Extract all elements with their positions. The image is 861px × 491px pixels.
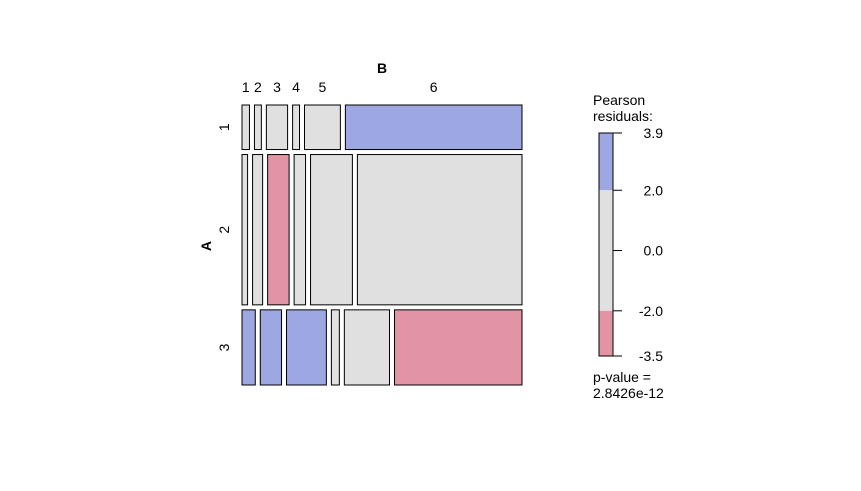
row-tick-labels: 1 2 3 [216,123,232,351]
p-value-number: 2.8426e-12 [593,385,664,401]
legend-band-neutral [599,190,613,311]
mosaic-cell-a3-b5 [343,309,390,386]
column-tick-label-4: 4 [292,79,300,95]
row-tick-label-2: 2 [216,226,232,234]
legend-band-negative [599,310,613,356]
mosaic-cell-a1-b3 [265,104,289,151]
mosaic-cell-a1-b2 [253,104,262,151]
mosaic-cell-a2-b2 [252,154,264,306]
mosaic-cell-a2-b4 [293,154,307,306]
mosaic-cell-a3-b2 [259,309,283,386]
legend-title-line2: residuals: [593,108,653,124]
legend-title-line1: Pearson [593,92,645,108]
mosaic-cell-a2-b5 [310,154,353,306]
p-value-label: p-value = [593,369,651,385]
mosaic-cell-a1-b4 [292,104,301,151]
mosaic-cell-a1-b5 [304,104,341,151]
legend-bar-outline [598,132,614,357]
legend-tick-label: 0.0 [644,243,664,259]
legend-tick-labels: 3.9 2.0 0.0 -2.0 -3.5 [613,125,663,364]
column-tick-label-6: 6 [430,79,438,95]
column-tick-label-1: 1 [242,79,250,95]
row-tick-label-3: 3 [216,343,232,351]
mosaic-cell-a1-b1 [241,104,250,151]
mosaic-cell-a3-b1 [241,309,256,386]
row-variable-label: A [198,241,214,251]
mosaic-cells [241,104,523,386]
mosaic-cell-a3-b6 [394,309,523,386]
legend-tick-label: 3.9 [644,125,664,141]
legend-color-bar [598,132,614,357]
mosaic-cell-a2-b1 [241,154,249,306]
column-tick-label-5: 5 [319,79,327,95]
mosaic-cell-a3-b4 [330,309,340,386]
legend-band-positive [599,133,613,191]
mosaic-cell-a1-b6 [344,104,523,151]
legend-tick-label: 2.0 [644,182,664,198]
column-tick-label-2: 2 [254,79,262,95]
row-tick-label-1: 1 [216,123,232,131]
mosaic-cell-a3-b3 [286,309,327,386]
residual-legend: Pearson residuals: 3.9 2.0 0.0 -2.0 -3.5 p-v… [593,92,664,401]
column-tick-label-3: 3 [273,79,281,95]
col-variable-label: B [377,60,387,76]
legend-tick-label: -2.0 [639,303,663,319]
mosaic-cell-a2-b6 [356,154,523,306]
mosaic-cell-a2-b3 [267,154,290,306]
legend-tick-label: -3.5 [639,348,663,364]
